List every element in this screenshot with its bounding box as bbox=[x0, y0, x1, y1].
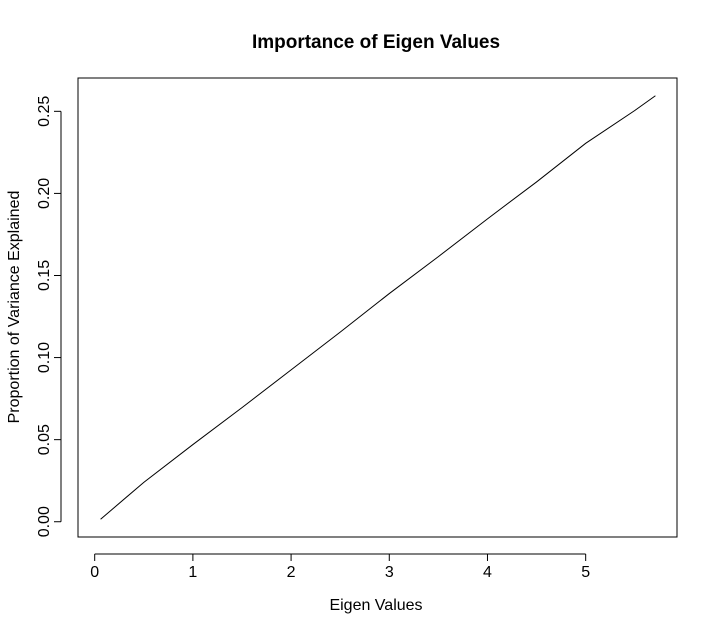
y-axis-label: Proportion of Variance Explained bbox=[6, 191, 23, 424]
x-axis: 0 1 2 3 4 5 bbox=[90, 553, 590, 581]
plot-frame bbox=[77, 77, 678, 538]
x-tick-label: 1 bbox=[188, 564, 197, 581]
x-tick-label: 5 bbox=[581, 564, 590, 581]
series-line bbox=[100, 95, 656, 520]
y-axis: 0.00 0.05 0.10 0.15 0.20 0.25 bbox=[36, 96, 62, 537]
chart-title: Importance of Eigen Values bbox=[252, 32, 500, 53]
x-tick-label: 4 bbox=[483, 564, 492, 581]
y-tick-label: 0.15 bbox=[36, 260, 53, 291]
x-tick-label: 2 bbox=[287, 564, 296, 581]
y-tick-label: 0.25 bbox=[36, 96, 53, 127]
y-tick-label: 0.05 bbox=[36, 424, 53, 455]
y-tick-label: 0.00 bbox=[36, 506, 53, 537]
x-axis-label: Eigen Values bbox=[329, 597, 422, 614]
x-tick-label: 3 bbox=[385, 564, 394, 581]
y-tick-label: 0.10 bbox=[36, 342, 53, 373]
y-tick-label: 0.20 bbox=[36, 178, 53, 209]
x-tick-label: 0 bbox=[90, 564, 99, 581]
series-layer bbox=[100, 95, 656, 520]
